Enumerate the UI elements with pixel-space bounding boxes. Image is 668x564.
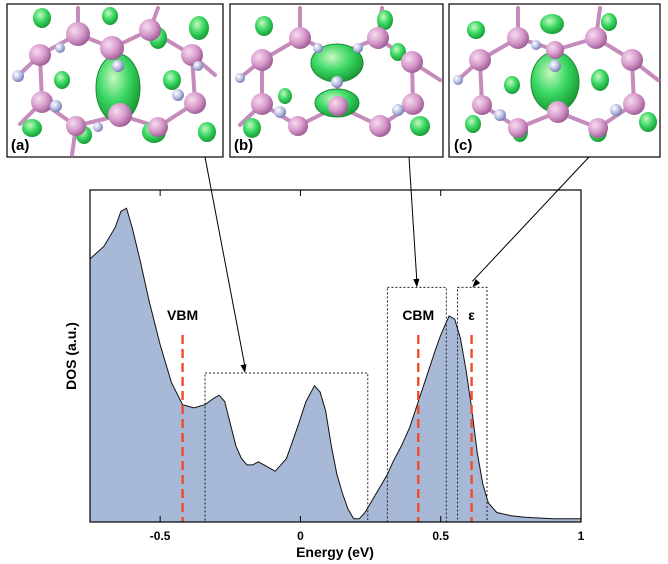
panel-c-structure xyxy=(453,6,660,142)
dos-plot: VBM CBM ε -0.5 0 0.5 1 Energy (eV) DOS (a.u.) xyxy=(63,156,590,560)
marker-label-2: ε xyxy=(468,307,475,323)
panel-a: (a) xyxy=(6,3,224,158)
x-tick-label-3: 1 xyxy=(578,529,585,543)
arrow-line-1 xyxy=(408,156,418,282)
arrow-line-0 xyxy=(204,156,246,368)
marker-label-1: CBM xyxy=(402,307,434,323)
panel-c: (c) xyxy=(448,3,661,158)
panel-c-label: (c) xyxy=(454,137,472,154)
x-tick-label-2: 0.5 xyxy=(432,529,449,543)
region-box-1 xyxy=(386,286,447,523)
x-tick-label-0: -0.5 xyxy=(150,529,171,543)
arrow-head-2 xyxy=(472,279,481,288)
y-axis-label: DOS (a.u.) xyxy=(63,322,79,390)
x-ticks: -0.5 0 0.5 1 xyxy=(150,190,585,543)
energy-markers: VBM CBM ε xyxy=(167,307,475,522)
arrow-head-1 xyxy=(413,278,420,288)
arrow-head-0 xyxy=(240,364,247,374)
marker-label-0: VBM xyxy=(167,307,198,323)
panel-a-label: (a) xyxy=(11,137,29,154)
panel-b: (b) xyxy=(229,3,444,158)
panel-a-structure xyxy=(12,6,217,157)
dos-area xyxy=(89,207,582,523)
x-tick-label-1: 0 xyxy=(297,529,304,543)
arrow-line-2 xyxy=(471,156,590,282)
region-arrows xyxy=(204,156,590,374)
plot-frame xyxy=(89,189,582,523)
x-axis-label: Energy (eV) xyxy=(296,544,374,560)
panel-b-label: (b) xyxy=(234,137,253,154)
panel-b-structure xyxy=(235,6,442,138)
